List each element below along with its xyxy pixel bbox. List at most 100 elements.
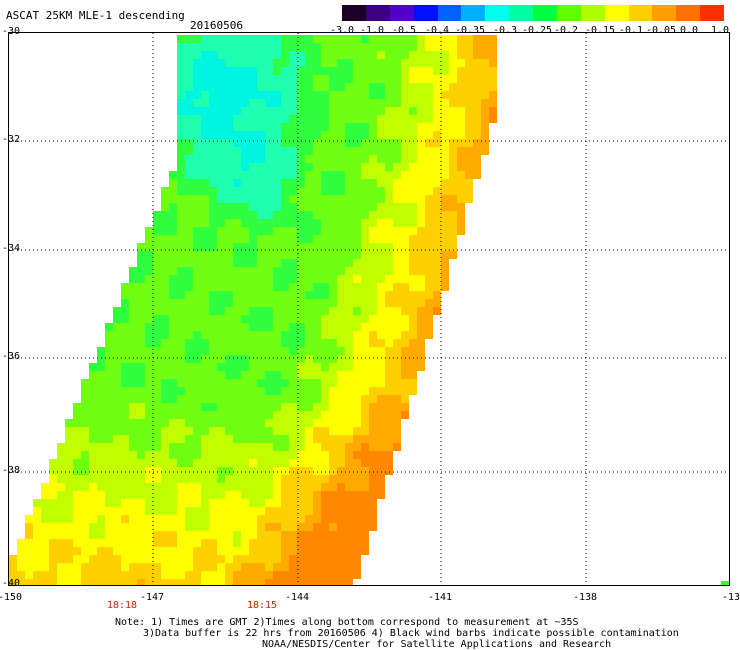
swath-cell bbox=[193, 259, 201, 267]
swath-cell bbox=[145, 339, 153, 347]
longitude-label: -144 bbox=[284, 592, 310, 603]
swath-cell bbox=[249, 427, 257, 435]
swath-cell bbox=[161, 499, 169, 507]
swath-cell bbox=[401, 131, 409, 139]
swath-cell bbox=[449, 131, 457, 139]
swath-cell bbox=[425, 243, 433, 251]
swath-cell bbox=[433, 155, 441, 163]
swath-cell bbox=[337, 163, 345, 171]
swath-cell bbox=[345, 99, 353, 107]
swath-cell bbox=[305, 515, 313, 523]
swath-cell bbox=[105, 467, 113, 475]
swath-cell bbox=[161, 443, 169, 451]
swath-cell bbox=[337, 363, 345, 371]
swath-cell bbox=[89, 483, 97, 491]
swath-cell bbox=[241, 467, 249, 475]
swath-cell bbox=[281, 283, 289, 291]
swath-cell bbox=[353, 139, 361, 147]
swath-cell bbox=[433, 251, 441, 259]
swath-cell bbox=[177, 227, 185, 235]
swath-cell bbox=[297, 235, 305, 243]
swath-cell bbox=[193, 467, 201, 475]
swath-cell bbox=[193, 443, 201, 451]
swath-cell bbox=[249, 259, 257, 267]
swath-cell bbox=[249, 171, 257, 179]
swath-cell bbox=[321, 563, 329, 571]
swath-cell bbox=[273, 235, 281, 243]
swath-cell bbox=[177, 211, 185, 219]
swath-cell bbox=[289, 155, 297, 163]
swath-cell bbox=[153, 219, 161, 227]
swath-cell bbox=[489, 107, 497, 115]
swath-cell bbox=[361, 435, 369, 443]
swath-cell bbox=[169, 347, 177, 355]
swath-cell bbox=[185, 107, 193, 115]
swath-cell bbox=[161, 459, 169, 467]
swath-cell bbox=[289, 219, 297, 227]
swath-cell bbox=[449, 155, 457, 163]
swath-cell bbox=[265, 43, 273, 51]
swath-cell bbox=[57, 579, 65, 585]
swath-cell bbox=[153, 363, 161, 371]
swath-cell bbox=[313, 115, 321, 123]
swath-cell bbox=[209, 99, 217, 107]
swath-cell bbox=[273, 347, 281, 355]
swath-cell bbox=[305, 379, 313, 387]
swath-cell bbox=[241, 363, 249, 371]
swath-cell bbox=[193, 515, 201, 523]
swath-cell bbox=[177, 123, 185, 131]
swath-cell bbox=[209, 579, 217, 585]
swath-cell bbox=[185, 235, 193, 243]
swath-cell bbox=[241, 571, 249, 579]
map-plot-area[interactable] bbox=[8, 32, 730, 586]
swath-cell bbox=[369, 419, 377, 427]
swath-cell bbox=[401, 163, 409, 171]
swath-cell bbox=[137, 251, 145, 259]
swath-fragment bbox=[721, 581, 729, 585]
swath-cell bbox=[337, 491, 345, 499]
swath-cell bbox=[225, 211, 233, 219]
swath-cell bbox=[337, 59, 345, 67]
swath-cell bbox=[89, 491, 97, 499]
swath-cell bbox=[233, 347, 241, 355]
swath-cell bbox=[25, 563, 33, 571]
swath-cell bbox=[153, 451, 161, 459]
swath-cell bbox=[401, 387, 409, 395]
swath-cell bbox=[385, 155, 393, 163]
swath-cell bbox=[169, 563, 177, 571]
swath-cell bbox=[249, 147, 257, 155]
swath-cell bbox=[361, 379, 369, 387]
swath-cell bbox=[241, 155, 249, 163]
swath-cell bbox=[273, 147, 281, 155]
swath-cell bbox=[449, 203, 457, 211]
swath-cell bbox=[345, 267, 353, 275]
swath-cell bbox=[305, 339, 313, 347]
swath-cell bbox=[265, 451, 273, 459]
swath-cell bbox=[377, 427, 385, 435]
swath-cell bbox=[409, 187, 417, 195]
swath-cell bbox=[433, 67, 441, 75]
swath-cell bbox=[321, 299, 329, 307]
swath-cell bbox=[417, 67, 425, 75]
swath-cell bbox=[425, 43, 433, 51]
swath-cell bbox=[161, 315, 169, 323]
swath-cell bbox=[377, 315, 385, 323]
swath-cell bbox=[73, 531, 81, 539]
swath-cell bbox=[145, 363, 153, 371]
swath-cell bbox=[313, 163, 321, 171]
swath-cell bbox=[201, 563, 209, 571]
swath-cell bbox=[329, 563, 337, 571]
swath-cell bbox=[241, 187, 249, 195]
swath-cell bbox=[321, 491, 329, 499]
swath-cell bbox=[289, 291, 297, 299]
swath-cell bbox=[185, 507, 193, 515]
swath-cell bbox=[417, 51, 425, 59]
swath-cell bbox=[121, 571, 129, 579]
swath-cell bbox=[33, 539, 41, 547]
swath-cell bbox=[281, 67, 289, 75]
swath-cell bbox=[329, 379, 337, 387]
swath-cell bbox=[401, 411, 409, 419]
swath-cell bbox=[425, 235, 433, 243]
colorbar-segment bbox=[628, 5, 653, 21]
swath-cell bbox=[169, 443, 177, 451]
